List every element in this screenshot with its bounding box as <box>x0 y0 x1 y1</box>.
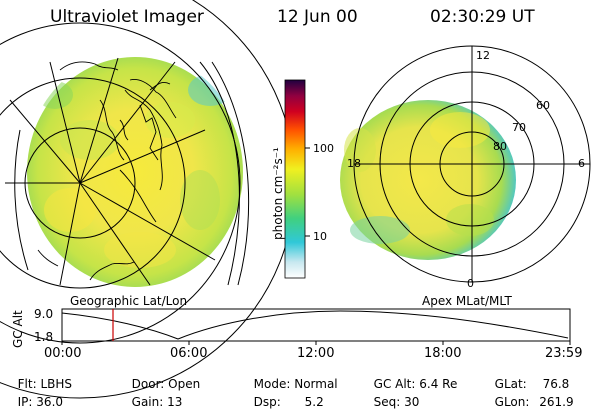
colorbar-label-100: 100 <box>313 142 334 155</box>
colorbar-unit-label: photon cm⁻²s⁻¹ <box>271 147 285 240</box>
mlt-label-12: 12 <box>476 49 490 62</box>
orbit-ytick-top: 9.0 <box>34 307 54 321</box>
mlat-label-60: 60 <box>536 99 550 112</box>
colorbar <box>284 79 310 279</box>
status-dsp: Dsp: 5.2 <box>253 395 324 409</box>
instrument-title: Ultraviolet Imager <box>50 7 204 27</box>
geo-panel-caption: Geographic Lat/Lon <box>70 294 188 308</box>
geo-latlon-grid <box>0 0 296 399</box>
polar-image-panel <box>340 45 591 283</box>
orbit-xtick-2359: 23:59 <box>545 346 583 361</box>
mlat-label-70: 70 <box>512 121 526 134</box>
observation-date: 12 Jun 00 <box>277 7 358 27</box>
polar-grid <box>353 45 591 283</box>
mlat-label-80: 80 <box>493 140 507 153</box>
status-gc-alt: GC Alt: 6.4 Re <box>373 377 458 391</box>
status-seq: Seq: 30 <box>373 395 420 409</box>
observation-time: 02:30:29 UT <box>430 7 535 27</box>
status-gain: Gain: 13 <box>131 395 183 409</box>
orbit-altitude-curve <box>61 310 569 340</box>
polar-panel-caption: Apex MLat/MLT <box>422 294 512 308</box>
orbit-altitude-plot <box>61 308 571 345</box>
orbit-xtick-0000: 00:00 <box>44 346 82 361</box>
geo-coastlines <box>37 61 177 281</box>
polar-image-texture <box>344 112 494 244</box>
geo-field-arcs <box>14 61 250 286</box>
mlt-label-6: 6 <box>578 157 585 170</box>
status-glon: GLon: 261.9 <box>494 395 574 409</box>
status-mode: Mode: Normal <box>253 377 338 391</box>
geographic-image-panel <box>0 0 296 399</box>
mlt-label-18: 18 <box>347 157 361 170</box>
colorbar-label-10: 10 <box>313 230 327 243</box>
status-glat: GLat: 76.8 <box>494 377 570 391</box>
mlt-label-0: 0 <box>467 277 474 290</box>
uvi-figure <box>0 0 591 399</box>
orbit-ytick-bottom: 1.8 <box>34 330 54 344</box>
status-filter: Flt: LBHS <box>17 377 73 391</box>
status-door: Door: Open <box>131 377 201 391</box>
orbit-xtick-0600: 06:00 <box>170 346 208 361</box>
orbit-xticks <box>61 341 571 345</box>
orbit-xtick-1200: 12:00 <box>297 346 335 361</box>
orbit-ylabel: GC Alt <box>11 310 25 348</box>
colorbar-gradient <box>284 79 306 279</box>
orbit-xtick-1800: 18:00 <box>424 346 462 361</box>
status-ip: IP: 36.0 <box>17 395 64 409</box>
